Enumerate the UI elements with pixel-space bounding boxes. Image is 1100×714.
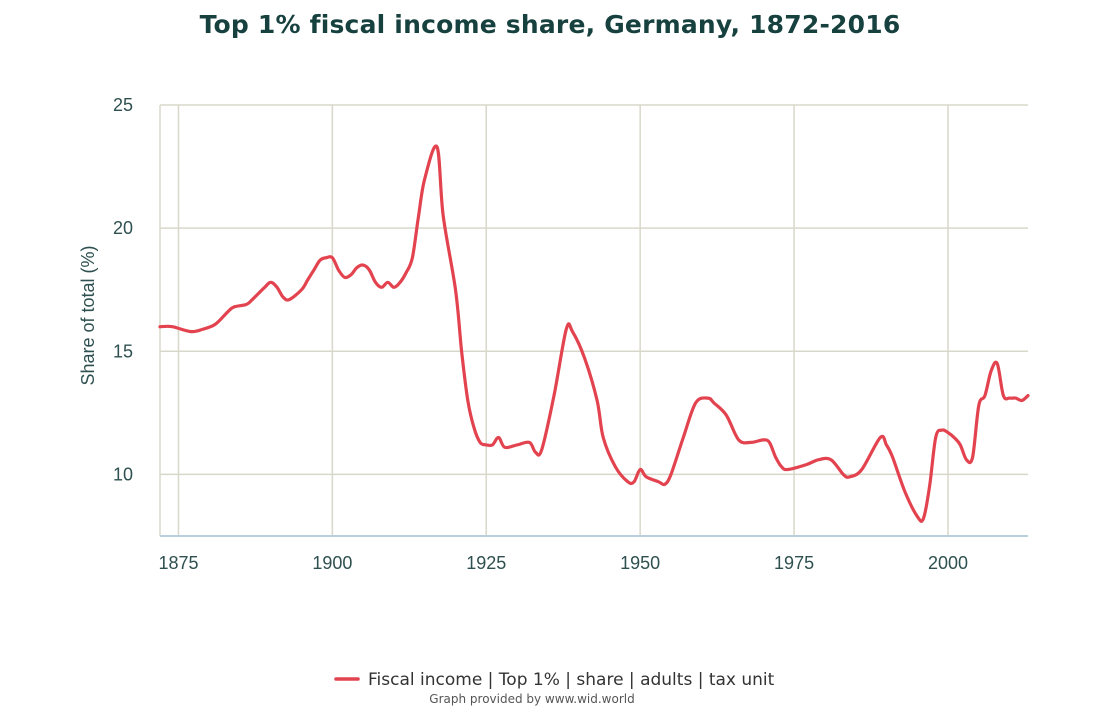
- label-layer: 10 15 20 25 1875 1900 1925 1950 1975 2000 Share of…: [78, 95, 968, 573]
- series-layer: [158, 144, 1030, 523]
- x-tick-label: 1900: [312, 553, 352, 573]
- y-tick-label: 20: [113, 218, 133, 238]
- y-tick-label: 10: [113, 464, 133, 484]
- x-tick-label: 1950: [620, 553, 660, 573]
- series-line: [158, 144, 1030, 523]
- legend[interactable]: Fiscal income | Top 1% | share | adults …: [334, 670, 775, 690]
- y-tick-label: 15: [113, 341, 133, 361]
- chart-title: Top 1% fiscal income share, Germany, 187…: [199, 10, 901, 39]
- legend-label[interactable]: Fiscal income | Top 1% | share | adults …: [368, 670, 775, 690]
- grid-layer: [160, 104, 1028, 536]
- x-tick-label: 2000: [928, 553, 968, 573]
- x-tick-label: 1875: [158, 553, 198, 573]
- x-tick-label: 1975: [774, 553, 814, 573]
- credit-text: Graph provided by www.wid.world: [429, 692, 635, 706]
- y-axis-title: Share of total (%): [78, 245, 98, 385]
- y-tick-label: 25: [113, 95, 133, 115]
- x-tick-label: 1925: [466, 553, 506, 573]
- axis-layer: [159, 105, 1028, 537]
